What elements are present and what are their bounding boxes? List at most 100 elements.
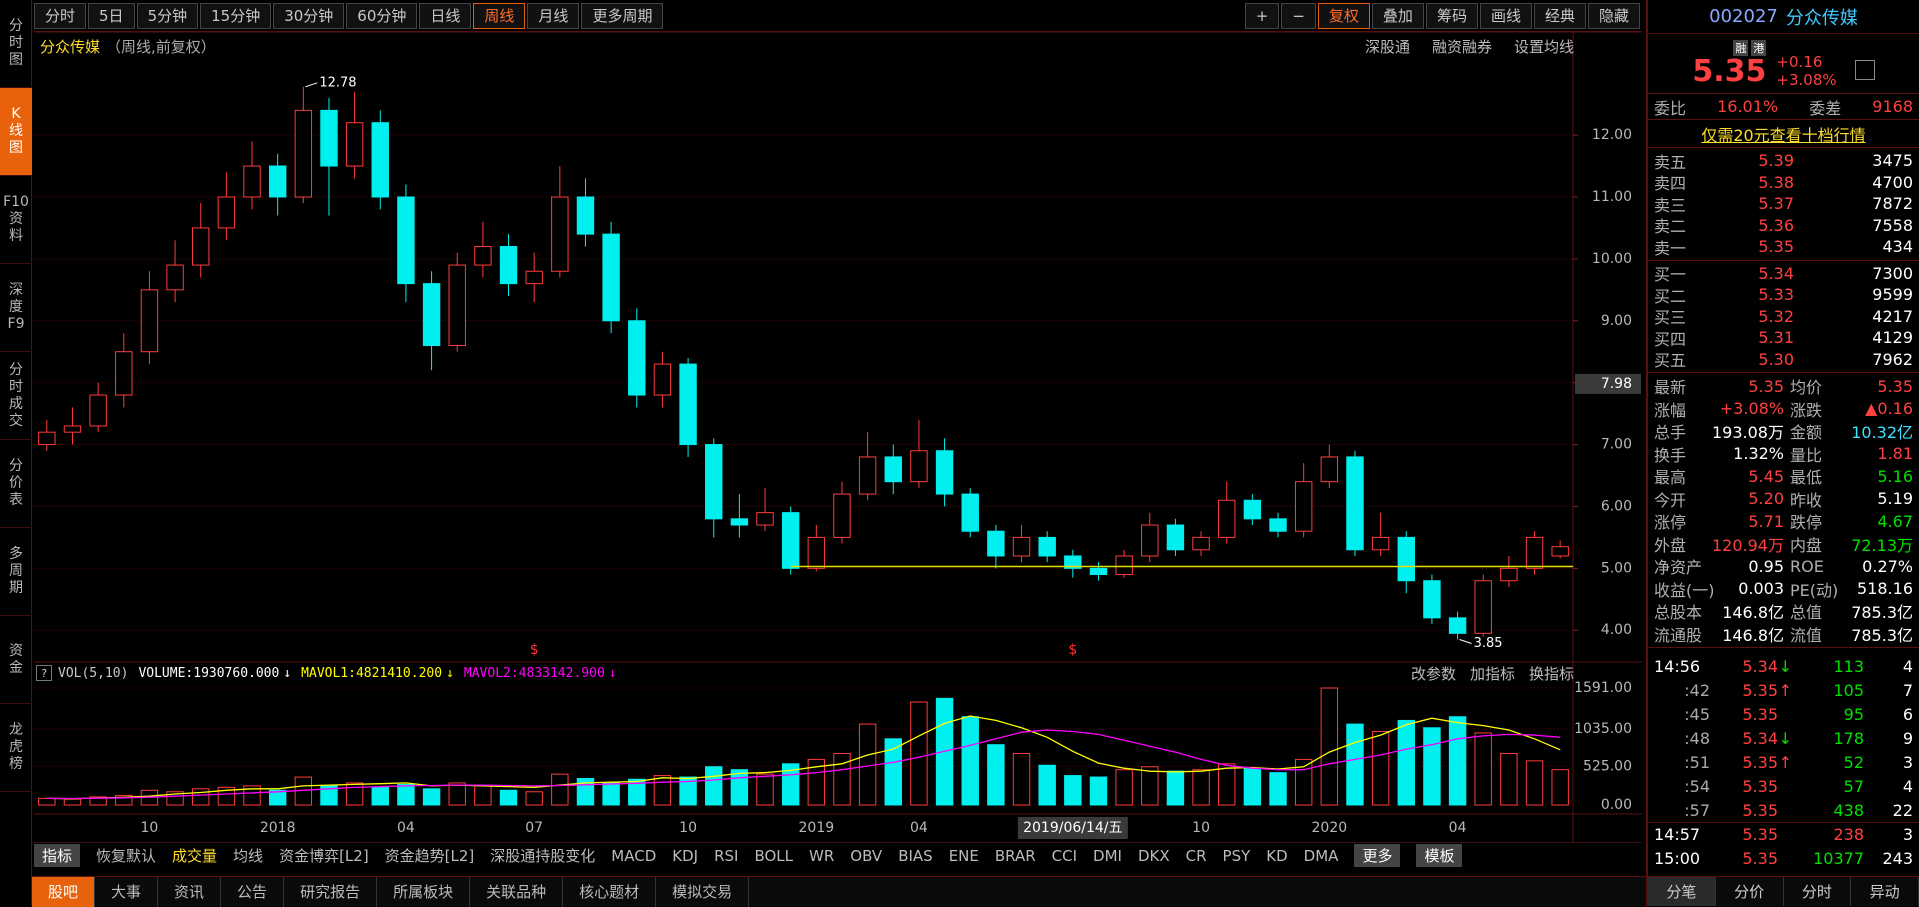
chart-link[interactable]: 深股通 <box>1364 37 1410 56</box>
tool-button[interactable]: 筹码 <box>1425 2 1478 29</box>
period-button[interactable]: 周线 <box>473 2 526 29</box>
side-tab[interactable]: 资金 <box>0 616 32 704</box>
bottom-tab[interactable]: 资讯 <box>158 876 222 907</box>
indicator-tab[interactable]: 恢复默认 <box>96 847 157 865</box>
indicator-tool[interactable]: 改参数 <box>1410 664 1456 683</box>
book-price: 5.38 <box>1758 172 1794 192</box>
tool-button[interactable]: 叠加 <box>1371 2 1424 29</box>
volume-bar <box>1371 730 1390 806</box>
indicator-tab[interactable]: WR <box>809 846 835 865</box>
bottom-tab[interactable]: 研究报告 <box>284 876 378 907</box>
stat-value: 193.08万 <box>1712 423 1784 443</box>
volume-bar <box>1525 760 1544 806</box>
indicator-tab[interactable]: 均线 <box>233 847 264 865</box>
y-tick-label: 9.00 <box>1601 313 1632 329</box>
side-tab[interactable]: 分时成交 <box>0 352 32 440</box>
y-tick-label: 6.00 <box>1601 498 1632 514</box>
tool-button[interactable]: + <box>1244 2 1280 29</box>
indicator-tab[interactable]: 指标 <box>34 844 81 867</box>
tool-button[interactable]: 画线 <box>1479 2 1532 29</box>
indicator-tab[interactable]: DKX <box>1137 846 1170 865</box>
indicator-tab[interactable]: CCI <box>1051 846 1078 865</box>
tool-button[interactable]: − <box>1281 2 1316 29</box>
volume-header: ? VOL(5,10) VOLUME:1930760.000 ↓ MAVOL1:4821… <box>34 662 1574 684</box>
indicator-tab[interactable]: MACD <box>611 846 657 865</box>
bottom-tab[interactable]: 所属板块 <box>377 876 471 907</box>
collapse-button[interactable] <box>1854 59 1875 80</box>
bottom-tab[interactable]: 核心题材 <box>563 876 657 907</box>
indicator-tab[interactable]: DMA <box>1303 846 1339 865</box>
indicator-tab[interactable]: BIAS <box>898 846 933 865</box>
tick-price: 5.35 <box>1742 680 1778 700</box>
side-tab[interactable]: 深度F9 <box>0 264 32 352</box>
chart-link[interactable]: 融资融券 <box>1431 37 1492 56</box>
help-icon: ? <box>36 665 52 681</box>
readout-arrow: ↓ <box>446 665 454 681</box>
indicator-tab[interactable]: 资金博弈[L2] <box>279 847 369 865</box>
period-button[interactable]: 日线 <box>419 2 472 29</box>
tool-button[interactable]: 隐藏 <box>1587 2 1640 29</box>
period-button[interactable]: 5日 <box>88 2 135 29</box>
volume-bar <box>1218 763 1236 806</box>
bottom-tab[interactable]: 公告 <box>221 876 285 907</box>
quote-tab[interactable]: 异动 <box>1851 877 1919 906</box>
volume-bar <box>166 791 184 806</box>
indicator-tab[interactable]: 更多 <box>1354 844 1401 867</box>
bottom-tab[interactable]: 关联品种 <box>470 876 564 907</box>
l2-link[interactable]: 仅需20元查看十档行情 <box>1701 125 1866 145</box>
period-button[interactable]: 月线 <box>527 2 580 29</box>
indicator-tab[interactable]: PSY <box>1222 846 1251 865</box>
side-tab[interactable]: F10资料 <box>0 176 32 264</box>
indicator-tab[interactable]: DMI <box>1093 846 1122 865</box>
indicator-tab[interactable]: 模板 <box>1416 844 1463 867</box>
side-tab[interactable]: 多周期 <box>0 528 32 616</box>
indicator-tab[interactable]: OBV <box>850 846 883 865</box>
volume-bar <box>525 791 543 806</box>
period-button[interactable]: 分时 <box>34 2 87 29</box>
period-button[interactable]: 30分钟 <box>273 2 345 29</box>
indicator-tab[interactable]: 资金趋势[L2] <box>384 847 475 865</box>
indicator-tab[interactable]: KD <box>1266 846 1288 865</box>
side-tab[interactable]: 分价表 <box>0 440 32 528</box>
period-button[interactable]: 更多周期 <box>581 2 664 29</box>
volume-bar <box>320 785 338 806</box>
x-tick-label: 2018 <box>260 820 296 836</box>
indicator-tab[interactable]: BOLL <box>754 846 794 865</box>
indicator-tool[interactable]: 换指标 <box>1528 664 1574 683</box>
period-button[interactable]: 5分钟 <box>136 2 199 29</box>
tool-button[interactable]: 经典 <box>1533 2 1586 29</box>
quote-tab[interactable]: 分时 <box>1783 877 1852 906</box>
side-tab[interactable]: 分时图 <box>0 0 32 88</box>
indicator-tab[interactable]: ENE <box>948 846 979 865</box>
side-tab[interactable]: K线图 <box>0 88 32 176</box>
indicator-tab[interactable]: 成交量 <box>172 847 218 865</box>
period-button[interactable]: 15分钟 <box>200 2 272 29</box>
tool-button[interactable]: 复权 <box>1317 2 1370 29</box>
quote-tab[interactable]: 分笔 <box>1648 877 1716 906</box>
quote-tab[interactable]: 分价 <box>1715 877 1784 906</box>
bottom-tab[interactable]: 模拟交易 <box>656 876 750 907</box>
tick-time: :51 <box>1684 752 1710 772</box>
stat-label: PE(动) <box>1790 580 1839 600</box>
indicator-tool[interactable]: 加指标 <box>1469 664 1515 683</box>
tick-row: 14:57 5.35 238 3 <box>1648 822 1919 846</box>
stat-value: 0.27% <box>1862 556 1913 576</box>
candle-body <box>1269 518 1287 532</box>
indicator-tab[interactable]: 深股通持股变化 <box>490 847 596 865</box>
bottom-tab[interactable]: 股吧 <box>32 876 96 907</box>
period-button[interactable]: 60分钟 <box>346 2 418 29</box>
indicator-tab[interactable]: RSI <box>714 846 739 865</box>
indicator-tab[interactable]: KDJ <box>672 846 699 865</box>
tick-volume: 10377 <box>1813 848 1864 868</box>
indicator-tab[interactable]: CR <box>1185 846 1207 865</box>
indicator-tab[interactable]: BRAR <box>994 846 1036 865</box>
change: +0.16 <box>1776 52 1823 71</box>
bottom-tab[interactable]: 大事 <box>95 876 159 907</box>
candle-body <box>628 320 646 396</box>
side-tab[interactable]: 龙虎榜 <box>0 704 32 792</box>
tick-volume: 113 <box>1833 656 1864 676</box>
chart-link[interactable]: 设置均线 <box>1513 37 1574 56</box>
book-row: 卖二 5.36 7558 <box>1648 215 1919 237</box>
tick-price-cell: 5.35 <box>1716 825 1792 844</box>
stat-value: 146.8亿 <box>1722 603 1784 623</box>
